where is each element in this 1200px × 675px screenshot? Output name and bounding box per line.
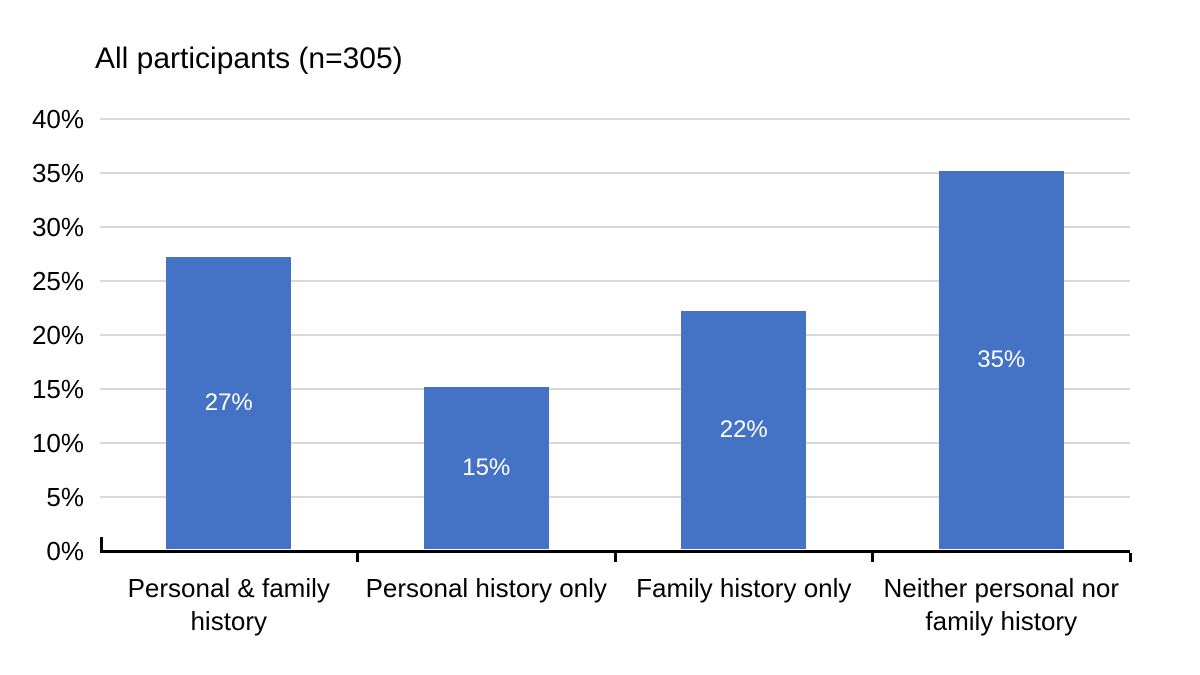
y-axis-tick-label: 20%: [31, 320, 84, 350]
y-axis-tick-label: 30%: [31, 212, 84, 242]
gridline: [100, 388, 1130, 390]
x-axis-category-label-line: family history: [925, 606, 1078, 636]
y-axis-stub: [100, 537, 103, 550]
y-axis-tick-label: 35%: [31, 158, 84, 188]
y-axis-tick-label: 25%: [31, 266, 84, 296]
x-axis-tick: [1128, 553, 1132, 562]
bar-value-label: 15%: [462, 454, 511, 481]
x-axis-tick: [871, 553, 874, 562]
bar-value-label: 27%: [204, 389, 253, 417]
x-axis-category-label-line: Personal & family: [127, 573, 330, 603]
bar: 35%: [938, 171, 1064, 549]
bar: 22%: [681, 311, 807, 549]
x-axis-category-label-line: history: [190, 606, 268, 636]
gridline: [100, 280, 1130, 282]
bar: 27%: [166, 257, 292, 549]
x-axis-tick: [356, 553, 359, 562]
y-axis-tick-label: 0%: [46, 536, 84, 566]
x-axis-category-label: Neither personal nor family history: [851, 572, 1151, 638]
x-axis-category-label-line: Family history only: [636, 573, 852, 603]
x-axis-category-label-line: Personal history only: [365, 573, 607, 603]
x-axis-line: [100, 550, 1130, 553]
gridline: [100, 334, 1130, 336]
gridline: [100, 226, 1130, 228]
x-axis-category-label: Family history only: [594, 572, 894, 605]
x-axis-category-label-line: Neither personal nor: [883, 573, 1120, 603]
bar-value-label: 35%: [977, 346, 1026, 373]
chart-title: All participants (n=305): [95, 42, 403, 75]
gridline: [100, 118, 1130, 120]
y-axis-tick-label: 10%: [31, 428, 84, 458]
y-axis-tick-label: 5%: [46, 482, 84, 512]
y-axis-tick-label: 40%: [31, 104, 84, 134]
bar-value-label: 22%: [719, 416, 768, 444]
gridline: [100, 172, 1130, 174]
bar: 15%: [423, 387, 549, 549]
x-axis-category-label: Personal & family history: [79, 572, 379, 638]
gridline: [100, 496, 1130, 498]
x-axis-category-label: Personal history only: [336, 572, 636, 605]
gridline: [100, 442, 1130, 444]
x-axis-tick: [613, 553, 617, 562]
y-axis-tick-label: 15%: [31, 374, 84, 404]
